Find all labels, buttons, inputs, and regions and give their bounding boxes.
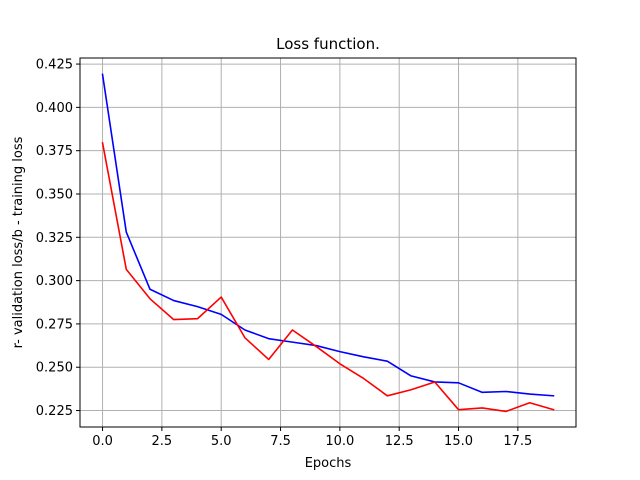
y-tick-label: 0.225 bbox=[36, 404, 73, 419]
y-tick-label: 0.425 bbox=[36, 58, 73, 73]
y-tick-label: 0.325 bbox=[36, 231, 73, 246]
x-axis-label: Epochs bbox=[305, 456, 352, 471]
series-group bbox=[101, 73, 555, 413]
y-tick-label: 0.400 bbox=[36, 101, 73, 116]
chart-title: Loss function. bbox=[276, 35, 380, 53]
x-tick-label: 0.0 bbox=[92, 434, 113, 449]
y-tick-label: 0.300 bbox=[36, 274, 73, 289]
series-line-2 bbox=[101, 141, 555, 413]
y-tick-label: 0.275 bbox=[36, 317, 73, 332]
x-tick-label: 15.0 bbox=[444, 434, 473, 449]
x-tick-label: 2.5 bbox=[152, 434, 173, 449]
grid bbox=[80, 58, 576, 427]
x-tick-label: 12.5 bbox=[385, 434, 414, 449]
x-tick-label: 10.0 bbox=[325, 434, 354, 449]
y-tick-label: 0.250 bbox=[36, 361, 73, 376]
y-axis-label: r- validation loss/b - training loss bbox=[11, 136, 26, 348]
x-tick-label: 7.5 bbox=[270, 434, 291, 449]
y-tick-label: 0.375 bbox=[36, 144, 73, 159]
x-axis: 0.0 2.5 5.0 7.5 10.0 12.5 15.0 17.5 bbox=[92, 427, 532, 449]
x-tick-label: 17.5 bbox=[503, 434, 532, 449]
y-tick-label: 0.350 bbox=[36, 187, 73, 202]
x-tick-label: 5.0 bbox=[211, 434, 232, 449]
plot-frame bbox=[79, 57, 577, 428]
series-line-1 bbox=[101, 73, 555, 397]
y-axis: 0.225 0.250 0.275 0.300 0.325 0.350 0.375 0.400… bbox=[36, 58, 80, 419]
